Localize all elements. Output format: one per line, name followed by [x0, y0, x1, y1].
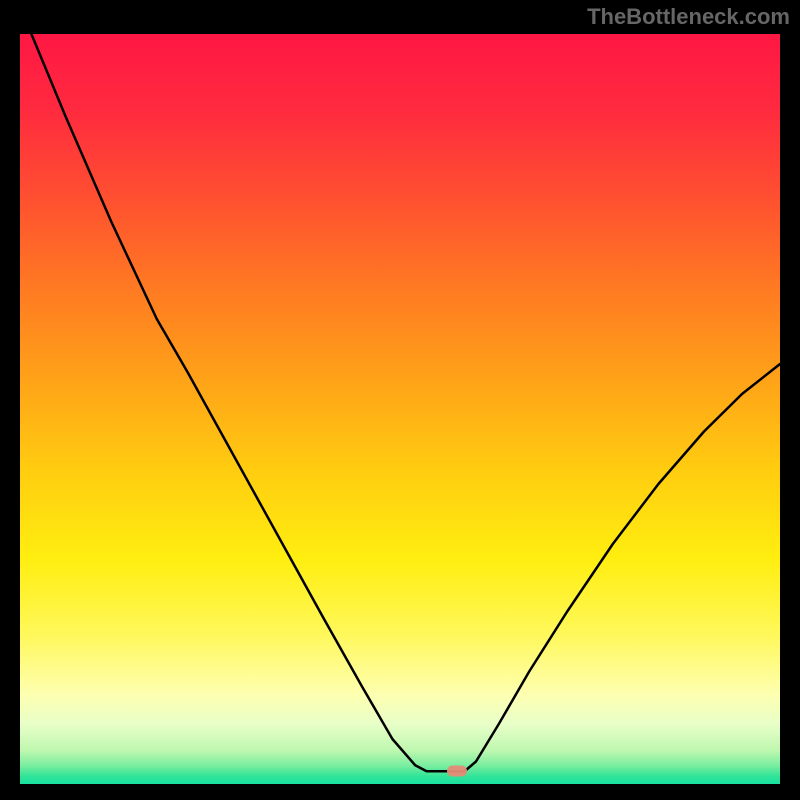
chart-stage: TheBottleneck.com — [0, 0, 800, 800]
bottleneck-curve — [20, 34, 780, 784]
plot-area — [20, 34, 780, 784]
optimum-marker — [447, 766, 467, 777]
attribution-text: TheBottleneck.com — [587, 4, 790, 30]
